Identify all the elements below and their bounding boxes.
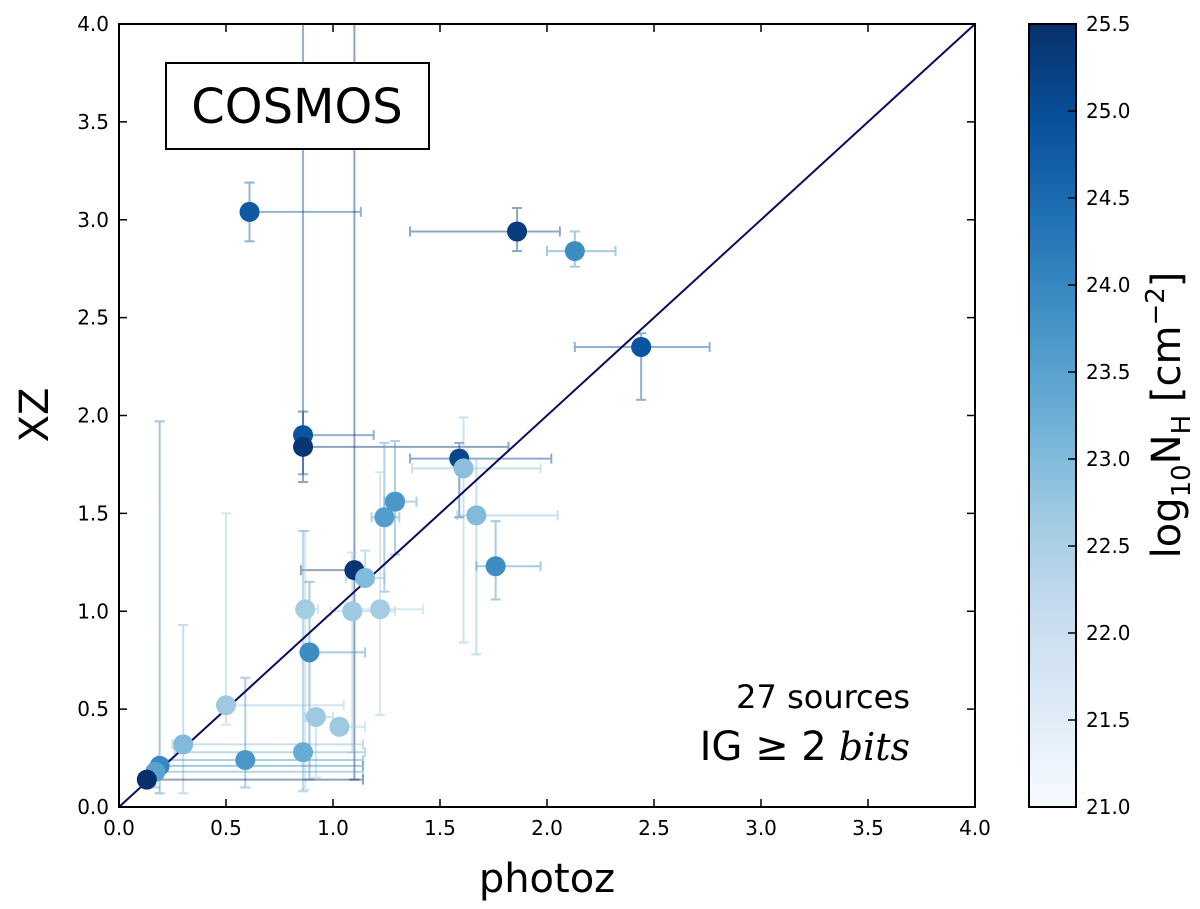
x-tick-label: 1.0 [317,816,349,840]
colorbar-tick-label: 24.0 [1086,273,1131,297]
y-tick-label: 1.0 [77,599,109,623]
colorbar: 21.0 21.5 22.0 22.5 23.0 23.5 24.0 24.5 25.0 25.5… [1028,12,1197,819]
data-point [385,491,406,512]
x-tick-label: 0.5 [210,816,242,840]
data-point [355,567,376,588]
x-axis: 0.0 0.5 1.0 1.5 2.0 2.5 3.0 3.5 4.0 [103,24,991,840]
colorbar-tick-label: 22.0 [1086,621,1131,645]
colorbar-gradient [1028,23,1077,808]
data-point [342,601,363,622]
y-tick-label: 0.5 [77,697,109,721]
info-gain-unit: bits [839,725,910,769]
y-axis-label: XZ [12,388,58,443]
y-tick-label: 2.5 [77,306,109,330]
error-bar [145,774,364,785]
error-bar [409,441,553,519]
data-point [293,436,314,457]
colorbar-tick-label: 23.5 [1086,360,1131,384]
field-label-box: COSMOS [165,62,430,150]
colorbar-tick-label: 22.5 [1086,534,1131,558]
y-tick-label: 2.0 [77,404,109,428]
y-axis: 0.0 0.5 1.0 1.5 2.0 2.5 3.0 3.5 4.0 [77,12,975,819]
data-point [293,742,314,763]
y-tick-label: 1.5 [77,501,109,525]
info-gain-annotation: IG ≥ 2 bits [700,724,910,770]
y-tick-label: 0.0 [77,795,109,819]
data-points [136,201,652,790]
data-point [299,642,320,663]
colorbar-tick-label: 21.5 [1086,708,1131,732]
info-gain-text: IG ≥ 2 [700,724,827,770]
x-tick-label: 3.0 [745,816,777,840]
error-bar [456,457,559,656]
error-bar [409,207,561,253]
error-bar [298,24,375,476]
data-point [485,556,506,577]
colorbar-ticks: 21.0 21.5 22.0 22.5 23.0 23.5 24.0 24.5 25.0 25.5 [1068,12,1131,819]
error-bar [221,512,345,726]
x-tick-label: 4.0 [959,816,991,840]
data-point [295,599,316,620]
data-point [173,734,194,755]
error-bar [171,623,364,795]
data-point [239,201,260,222]
one-to-one-line [118,23,976,808]
data-point [216,695,236,716]
data-point [564,241,585,262]
x-tick-label: 2.0 [531,816,563,840]
colorbar-tick-label: 24.5 [1086,186,1131,210]
data-point [631,336,652,357]
data-point [507,221,528,242]
colorbar-tick-label: 23.0 [1086,447,1131,471]
field-label: COSMOS [191,79,402,135]
data-point [305,706,326,727]
data-point [370,599,391,620]
colorbar-tick-label: 21.0 [1086,795,1131,819]
error-bar [475,520,542,601]
x-tick-label: 2.5 [638,816,670,840]
data-point [329,716,350,737]
colorbar-label: log10NH [cm−2] [1141,272,1197,559]
y-tick-label: 3.0 [77,208,109,232]
error-bar [244,181,362,243]
colorbar-tick-label: 25.0 [1086,99,1131,123]
y-tick-label: 4.0 [77,12,109,36]
x-tick-label: 0.0 [103,816,135,840]
x-tick-label: 3.5 [852,816,884,840]
data-point [453,458,474,479]
data-point [466,505,487,526]
y-tick-label: 3.5 [77,110,109,134]
source-count: 27 sources [736,678,910,716]
x-axis-label: photoz [479,856,615,902]
colorbar-tick-label: 25.5 [1086,12,1131,36]
data-point [235,750,256,771]
x-tick-label: 1.5 [424,816,456,840]
data-point [374,507,395,528]
data-point [136,769,157,790]
